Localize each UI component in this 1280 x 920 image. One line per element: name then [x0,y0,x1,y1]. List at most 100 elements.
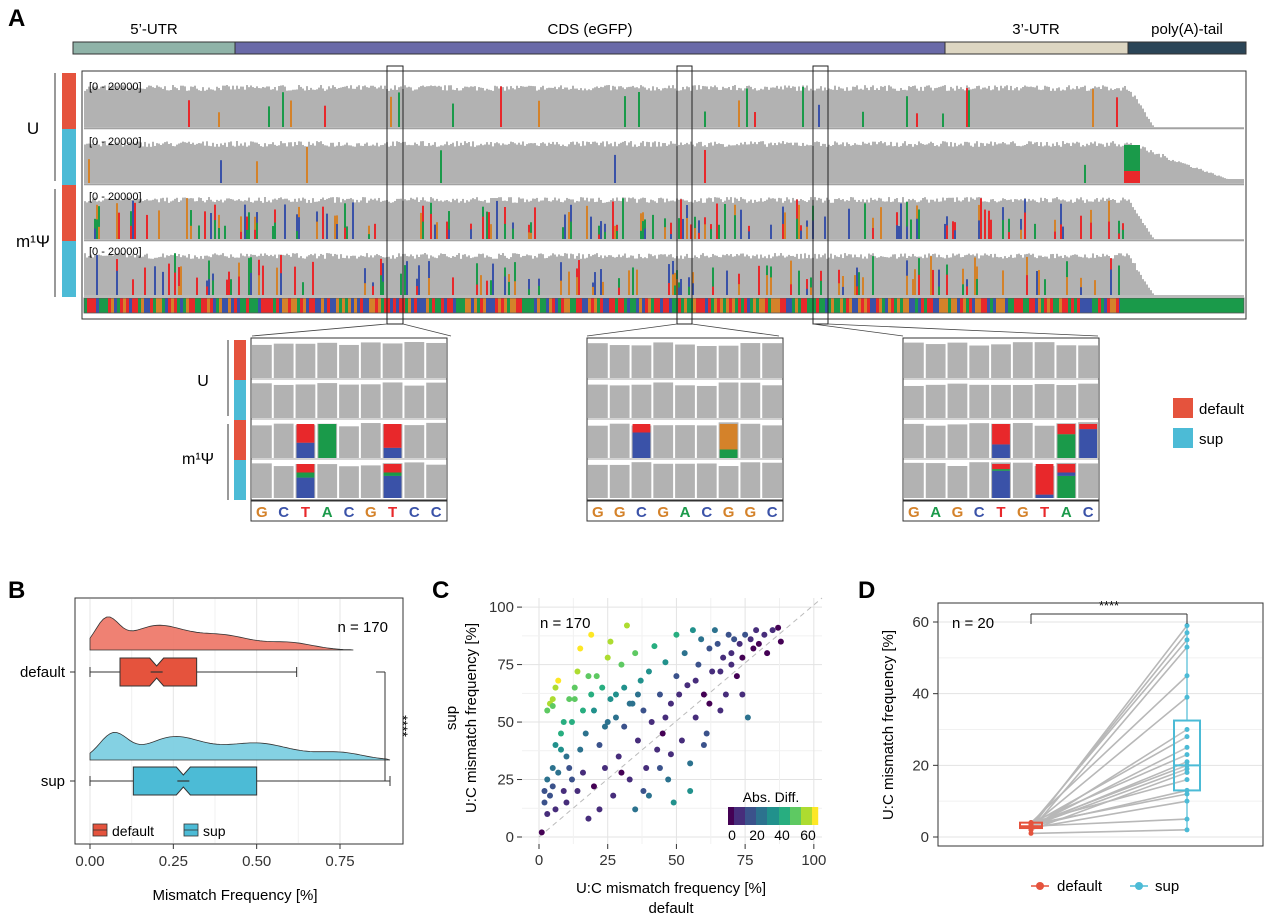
sequence-base [993,298,996,313]
coverage-bar [970,255,972,295]
mismatch-bar [188,100,190,127]
sequence-base [504,298,507,313]
coverage-bar [1054,258,1056,295]
sequence-base [957,298,960,313]
scatter-point [681,650,688,657]
legend-label-default: default [112,823,154,839]
coverage-bar [1070,89,1072,127]
sequence-base [435,298,438,313]
coverage-bar [1068,85,1070,127]
coverage-bar [618,200,620,239]
mismatch-bar [290,100,292,127]
coverage-bar [548,256,550,295]
colorbar-segment [778,807,780,825]
colorbar-segment [750,807,752,825]
sequence-base [687,298,690,313]
coverage-bar [940,257,942,295]
coverage-bar [348,198,350,239]
sequence-base [285,298,288,313]
mismatch-bar [1080,287,1082,295]
zoom-sequence-letter: T [1040,504,1049,521]
coverage-bar [448,145,450,183]
coverage-bar [152,141,154,183]
coverage-bar [1054,90,1056,127]
mismatch-bar [912,287,914,295]
scatter-point [579,707,586,714]
mismatch-bar [716,203,718,239]
mismatch-bar [600,221,602,239]
mismatch-bar [262,265,264,295]
coverage-bar [252,87,254,127]
mismatch-bar [404,265,406,295]
coverage-bar [546,257,548,295]
coverage-bar [540,200,542,239]
coverage-bar [642,141,644,183]
coverage-bar [610,200,612,239]
coverage-bar [120,253,122,295]
mismatch-bar [880,207,882,239]
zoom-coverage-bar [675,344,695,378]
coverage-bar [1086,143,1088,183]
coverage-bar [622,87,624,127]
coverage-bar [626,145,628,183]
coverage-bar [950,257,952,295]
mismatch-bar [1036,270,1038,295]
mismatch-bar [796,218,798,239]
mismatch-bar [806,279,808,295]
coverage-bar [216,199,218,239]
coverage-bar [300,200,302,239]
coverage-bar [122,253,124,295]
colorbar-tick: 40 [774,827,790,843]
coverage-bar [342,145,344,183]
coverage-bar [194,85,196,127]
zoom-coverage-bar [339,384,359,418]
coverage-bar [886,257,888,295]
coverage-bar [1086,90,1088,127]
coverage-bar [290,256,292,295]
coverage-bar [448,85,450,127]
coverage-bar [454,256,456,295]
coverage-bar [436,258,438,295]
coverage-bar [840,254,842,295]
mismatch-bar [638,92,640,127]
coverage-bar [164,142,166,183]
coverage-bar [430,145,432,183]
coverage-bar [320,85,322,127]
coverage-bar [296,89,298,127]
coverage-bar [206,200,208,239]
coverage-bar [238,88,240,127]
mismatch-bar [220,160,222,183]
coverage-bar [424,253,426,295]
coverage-bar [450,85,452,127]
coverage-bar [886,90,888,127]
coverage-bar [984,253,986,295]
zoom-sequence-letter: T [388,504,397,521]
mismatch-bar [564,214,566,239]
sequence-base [831,298,834,313]
coverage-bar [1032,253,1034,295]
coverage-bar [468,142,470,183]
scatter-point [632,650,639,657]
coverage-bar [880,256,882,295]
coverage-bar [680,255,682,295]
coverage-bar [536,257,538,295]
coverage-bar [934,253,936,295]
coverage-bar [344,144,346,183]
scatter-point [662,659,669,666]
coverage-bar [164,201,166,239]
mismatch-bar [1124,171,1140,183]
coverage-bar [172,200,174,239]
scatter-point [593,673,600,680]
coverage-bar [266,86,268,127]
coverage-bar [1106,198,1108,239]
coverage-bar [898,202,900,239]
coverage-bar [372,85,374,127]
sequence-base [303,298,306,313]
coverage-bar [678,144,680,183]
coverage-bar [982,255,984,295]
coverage-bar [410,254,412,295]
coverage-bar [342,86,344,127]
coverage-bar [290,201,292,239]
sequence-base [846,298,849,313]
coverage-bar [500,145,502,183]
